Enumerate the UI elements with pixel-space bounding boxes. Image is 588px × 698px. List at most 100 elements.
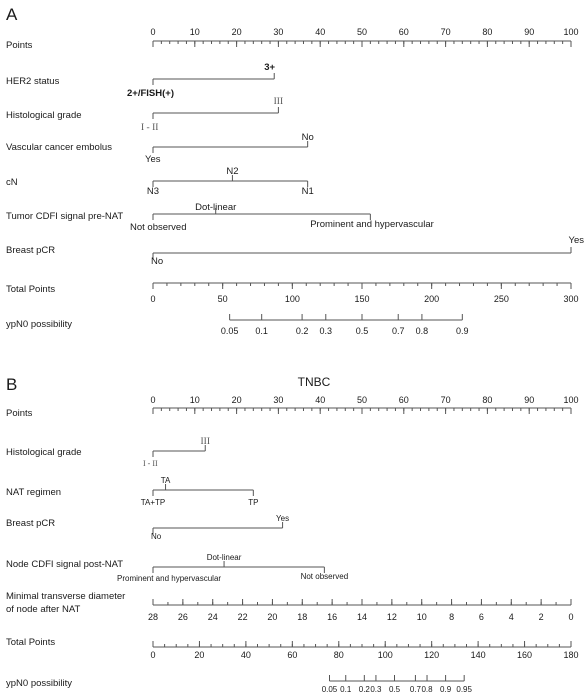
breast-pcr-level-no-b: No <box>151 532 162 541</box>
points-b-tick-label-50: 50 <box>357 395 367 405</box>
breast-pcr-level-no-a: No <box>151 256 163 267</box>
points-a-tick-label-70: 70 <box>441 27 451 37</box>
ypn0-axis-a: 0.05 0.1 0.2 0.3 0.5 0.7 0.8 0.9 <box>221 314 469 336</box>
row-label-ypn0-b: ypN0 possibility <box>6 678 72 689</box>
points-axis-a: 0 10 20 30 40 50 60 70 80 90 100 <box>150 27 579 47</box>
row-label-tumor-cdfi: Tumor CDFI signal pre-NAT <box>6 211 123 222</box>
total-b-tick-label-0: 0 <box>150 650 155 660</box>
points-b-tick-label-90: 90 <box>524 395 534 405</box>
total-b-tick-label-160: 160 <box>517 650 532 660</box>
min-diameter-tick-label-2: 2 <box>539 612 544 622</box>
ypn0-b-tick-label-0.7: 0.7 <box>410 685 422 694</box>
min-diameter-tick-label-0: 0 <box>568 612 573 622</box>
node-cdfi-level-prominent: Prominent and hypervascular <box>117 574 221 583</box>
ypn0-a-tick-label-0.8: 0.8 <box>416 326 429 336</box>
ypn0-b-tick-label-0.9: 0.9 <box>440 685 452 694</box>
row-label-ypn0-a: ypN0 possibility <box>6 319 72 330</box>
total-points-axis-a: 0 50 100 150 200 250 300 <box>150 282 579 304</box>
row-label-cn: cN <box>6 177 18 188</box>
points-b-tick-label-80: 80 <box>482 395 492 405</box>
panel-b-title: TNBC <box>298 375 331 389</box>
ypn0-b-tick-label-0.1: 0.1 <box>340 685 352 694</box>
total-a-tick-label-50: 50 <box>218 294 228 304</box>
total-a-tick-label-250: 250 <box>494 294 509 304</box>
total-points-axis-b: 0 20 40 60 80 100 120 140 160 180 <box>150 641 579 660</box>
points-a-tick-label-90: 90 <box>524 27 534 37</box>
points-axis-b: 0 10 20 30 40 50 60 70 80 90 100 <box>150 395 579 414</box>
total-b-tick-label-180: 180 <box>563 650 578 660</box>
row-label-breast-pcr-a: Breast pCR <box>6 245 55 256</box>
tumor-cdfi-level-not-observed: Not observed <box>130 222 187 233</box>
embolus-level-yes: Yes <box>145 154 161 165</box>
total-b-tick-label-40: 40 <box>241 650 251 660</box>
points-b-tick-label-70: 70 <box>441 395 451 405</box>
min-diameter-tick-label-18: 18 <box>297 612 307 622</box>
points-a-tick-label-30: 30 <box>273 27 283 37</box>
min-diameter-tick-label-12: 12 <box>387 612 397 622</box>
node-cdfi-level-dot-linear: Dot-linear <box>207 553 242 562</box>
ypn0-a-tick-label-0.3: 0.3 <box>320 326 333 336</box>
points-a-tick-label-50: 50 <box>357 27 367 37</box>
nat-regimen-level-ta: TA <box>161 476 171 485</box>
grade-level-i-ii-a: I - II <box>141 123 158 133</box>
row-label-her2: HER2 status <box>6 76 60 87</box>
node-cdfi-level-not-observed: Not observed <box>301 572 349 581</box>
ypn0-a-tick-label-0.7: 0.7 <box>392 326 405 336</box>
min-diameter-tick-label-20: 20 <box>267 612 277 622</box>
breast-pcr-level-yes-b: Yes <box>276 514 289 523</box>
min-diameter-tick-label-16: 16 <box>327 612 337 622</box>
total-b-tick-label-80: 80 <box>334 650 344 660</box>
points-b-tick-label-60: 60 <box>399 395 409 405</box>
row-label-breast-pcr-b: Breast pCR <box>6 518 55 529</box>
row-label-points-a: Points <box>6 40 33 51</box>
total-a-tick-label-300: 300 <box>563 294 578 304</box>
total-b-tick-label-60: 60 <box>287 650 297 660</box>
row-label-min-diameter-line-1: Minimal transverse diameter <box>6 591 125 602</box>
ypn0-a-tick-label-0.1: 0.1 <box>255 326 268 336</box>
panel-a: A Points HER2 status Histological grade … <box>6 5 584 336</box>
nat-regimen-level-ta-tp: TA+TP <box>141 498 166 507</box>
ypn0-a-tick-label-0.2: 0.2 <box>296 326 309 336</box>
ypn0-b-tick-label-0.05: 0.05 <box>322 685 338 694</box>
total-b-tick-label-140: 140 <box>471 650 486 660</box>
breast-pcr-level-yes-a: Yes <box>569 235 585 246</box>
row-label-min-diameter: Minimal transverse diameter of node afte… <box>6 591 128 615</box>
ypn0-axis-b: 0.05 0.1 0.2 0.3 0.5 0.7 0.8 0.9 0.95 <box>322 675 473 694</box>
min-diameter-tick-label-22: 22 <box>238 612 248 622</box>
cn-level-n2: N2 <box>226 166 238 177</box>
panel-letter-a: A <box>6 5 18 24</box>
row-label-grade-a: Histological grade <box>6 110 82 121</box>
row-label-grade-b: Histological grade <box>6 447 82 458</box>
grade-level-iii-a: III <box>274 97 284 107</box>
her2-level-3plus: 3+ <box>264 62 275 73</box>
min-diameter-tick-label-14: 14 <box>357 612 367 622</box>
embolus-level-no: No <box>302 132 314 143</box>
total-b-tick-label-120: 120 <box>424 650 439 660</box>
min-diameter-tick-label-10: 10 <box>417 612 427 622</box>
her2-level-2plus-fish: 2+/FISH(+) <box>127 88 174 99</box>
grade-level-i-ii-b: I - II <box>143 459 158 468</box>
points-a-tick-label-100: 100 <box>563 27 578 37</box>
points-a-tick-label-10: 10 <box>190 27 200 37</box>
row-label-points-b: Points <box>6 408 33 419</box>
tumor-cdfi-level-prominent: Prominent and hypervascular <box>310 219 434 230</box>
points-b-tick-label-10: 10 <box>190 395 200 405</box>
total-a-tick-label-0: 0 <box>150 294 155 304</box>
row-label-nat-regimen: NAT regimen <box>6 487 61 498</box>
points-b-tick-label-40: 40 <box>315 395 325 405</box>
min-diameter-axis: 28 26 24 22 20 18 16 14 12 10 8 6 4 2 0 <box>148 599 574 622</box>
ypn0-a-tick-label-0.5: 0.5 <box>356 326 369 336</box>
ypn0-a-tick-label-0.9: 0.9 <box>456 326 469 336</box>
points-a-tick-label-20: 20 <box>232 27 242 37</box>
min-diameter-tick-label-26: 26 <box>178 612 188 622</box>
total-b-tick-label-100: 100 <box>378 650 393 660</box>
points-a-tick-label-80: 80 <box>482 27 492 37</box>
row-label-total-points-b: Total Points <box>6 637 55 648</box>
panel-b: B TNBC Points Histological grade NAT reg… <box>6 375 579 694</box>
points-b-tick-label-0: 0 <box>150 395 155 405</box>
grade-level-iii-b: III <box>201 437 211 447</box>
tumor-cdfi-level-dot-linear: Dot-linear <box>195 202 236 213</box>
row-label-min-diameter-line-2: of node after NAT <box>6 604 80 615</box>
points-a-tick-label-0: 0 <box>150 27 155 37</box>
